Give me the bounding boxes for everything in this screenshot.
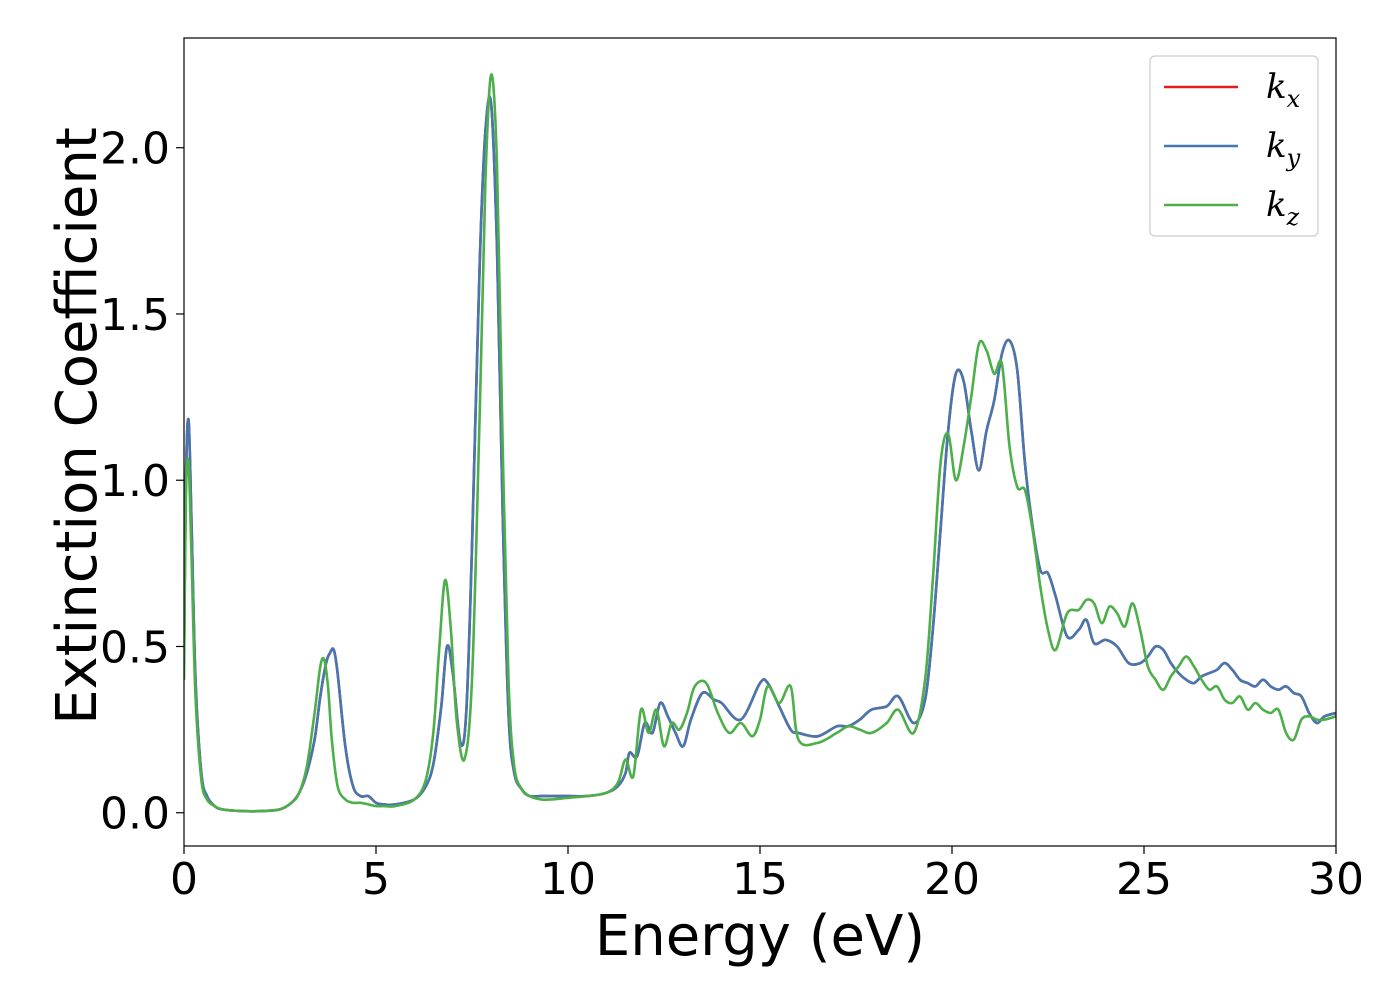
series-line-k-z	[184, 73, 1336, 813]
y-tick-label: 1.5	[100, 290, 170, 341]
x-axis-ticks: 0 5 10 15 20 25 30	[170, 846, 1364, 905]
x-axis-title: Energy (eV)	[595, 904, 925, 969]
legend-label-k-y: ky	[1266, 126, 1301, 172]
legend-label-k-x: kx	[1266, 67, 1301, 113]
y-axis-ticks: 0.0 0.5 1.0 1.5 2.0	[100, 124, 184, 840]
y-tick-label: 0.5	[100, 622, 170, 673]
y-axis-title: Extinction Coefficient	[45, 127, 110, 725]
legend-label-k-z: kz	[1266, 185, 1300, 231]
series-layer	[184, 73, 1336, 813]
legend: kx ky kz	[1149, 55, 1319, 237]
series-line-k-y	[184, 95, 1336, 813]
y-tick-label: 2.0	[100, 124, 170, 175]
y-tick-label: 0.0	[100, 789, 170, 840]
x-tick-label: 25	[1116, 854, 1172, 905]
x-tick-label: 15	[732, 854, 788, 905]
x-tick-label: 5	[362, 854, 390, 905]
x-tick-label: 10	[540, 854, 596, 905]
x-tick-label: 0	[170, 854, 198, 905]
x-tick-label: 20	[924, 854, 980, 905]
x-tick-label: 30	[1308, 854, 1364, 905]
y-tick-label: 1.0	[100, 456, 170, 507]
